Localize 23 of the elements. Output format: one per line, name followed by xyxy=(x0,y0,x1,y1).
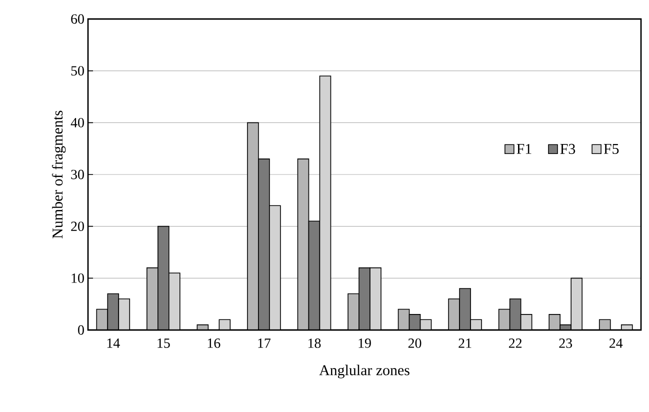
x-tick-label: 18 xyxy=(308,338,321,348)
x-tick-label: 23 xyxy=(559,338,572,348)
x-tick-label: 20 xyxy=(408,338,422,348)
y-tick-label: 40 xyxy=(70,118,84,128)
y-axis-title: Number of fragments xyxy=(52,110,66,238)
y-tick-label: 50 xyxy=(71,66,84,76)
x-tick-label: 21 xyxy=(458,338,472,348)
x-tick-label: 24 xyxy=(610,338,623,348)
y-tick-label: 20 xyxy=(71,222,84,232)
x-axis-title: Anglular zones xyxy=(319,364,410,378)
x-tick-label: 14 xyxy=(107,338,120,348)
y-tick-label: 10 xyxy=(72,273,84,283)
x-tick-label: 16 xyxy=(208,338,220,348)
legend-label: F5 xyxy=(604,144,619,154)
x-tick-label: 19 xyxy=(358,338,371,348)
x-tick-label: 15 xyxy=(158,338,170,348)
legend-label: F1 xyxy=(516,144,532,154)
y-tick-label: 60 xyxy=(71,14,84,24)
y-tick-label: 0 xyxy=(78,325,84,335)
legend-label: F3 xyxy=(560,144,576,154)
y-tick-label: 30 xyxy=(71,170,84,180)
x-tick-label: 22 xyxy=(508,338,522,348)
x-tick-label: 17 xyxy=(258,338,271,348)
